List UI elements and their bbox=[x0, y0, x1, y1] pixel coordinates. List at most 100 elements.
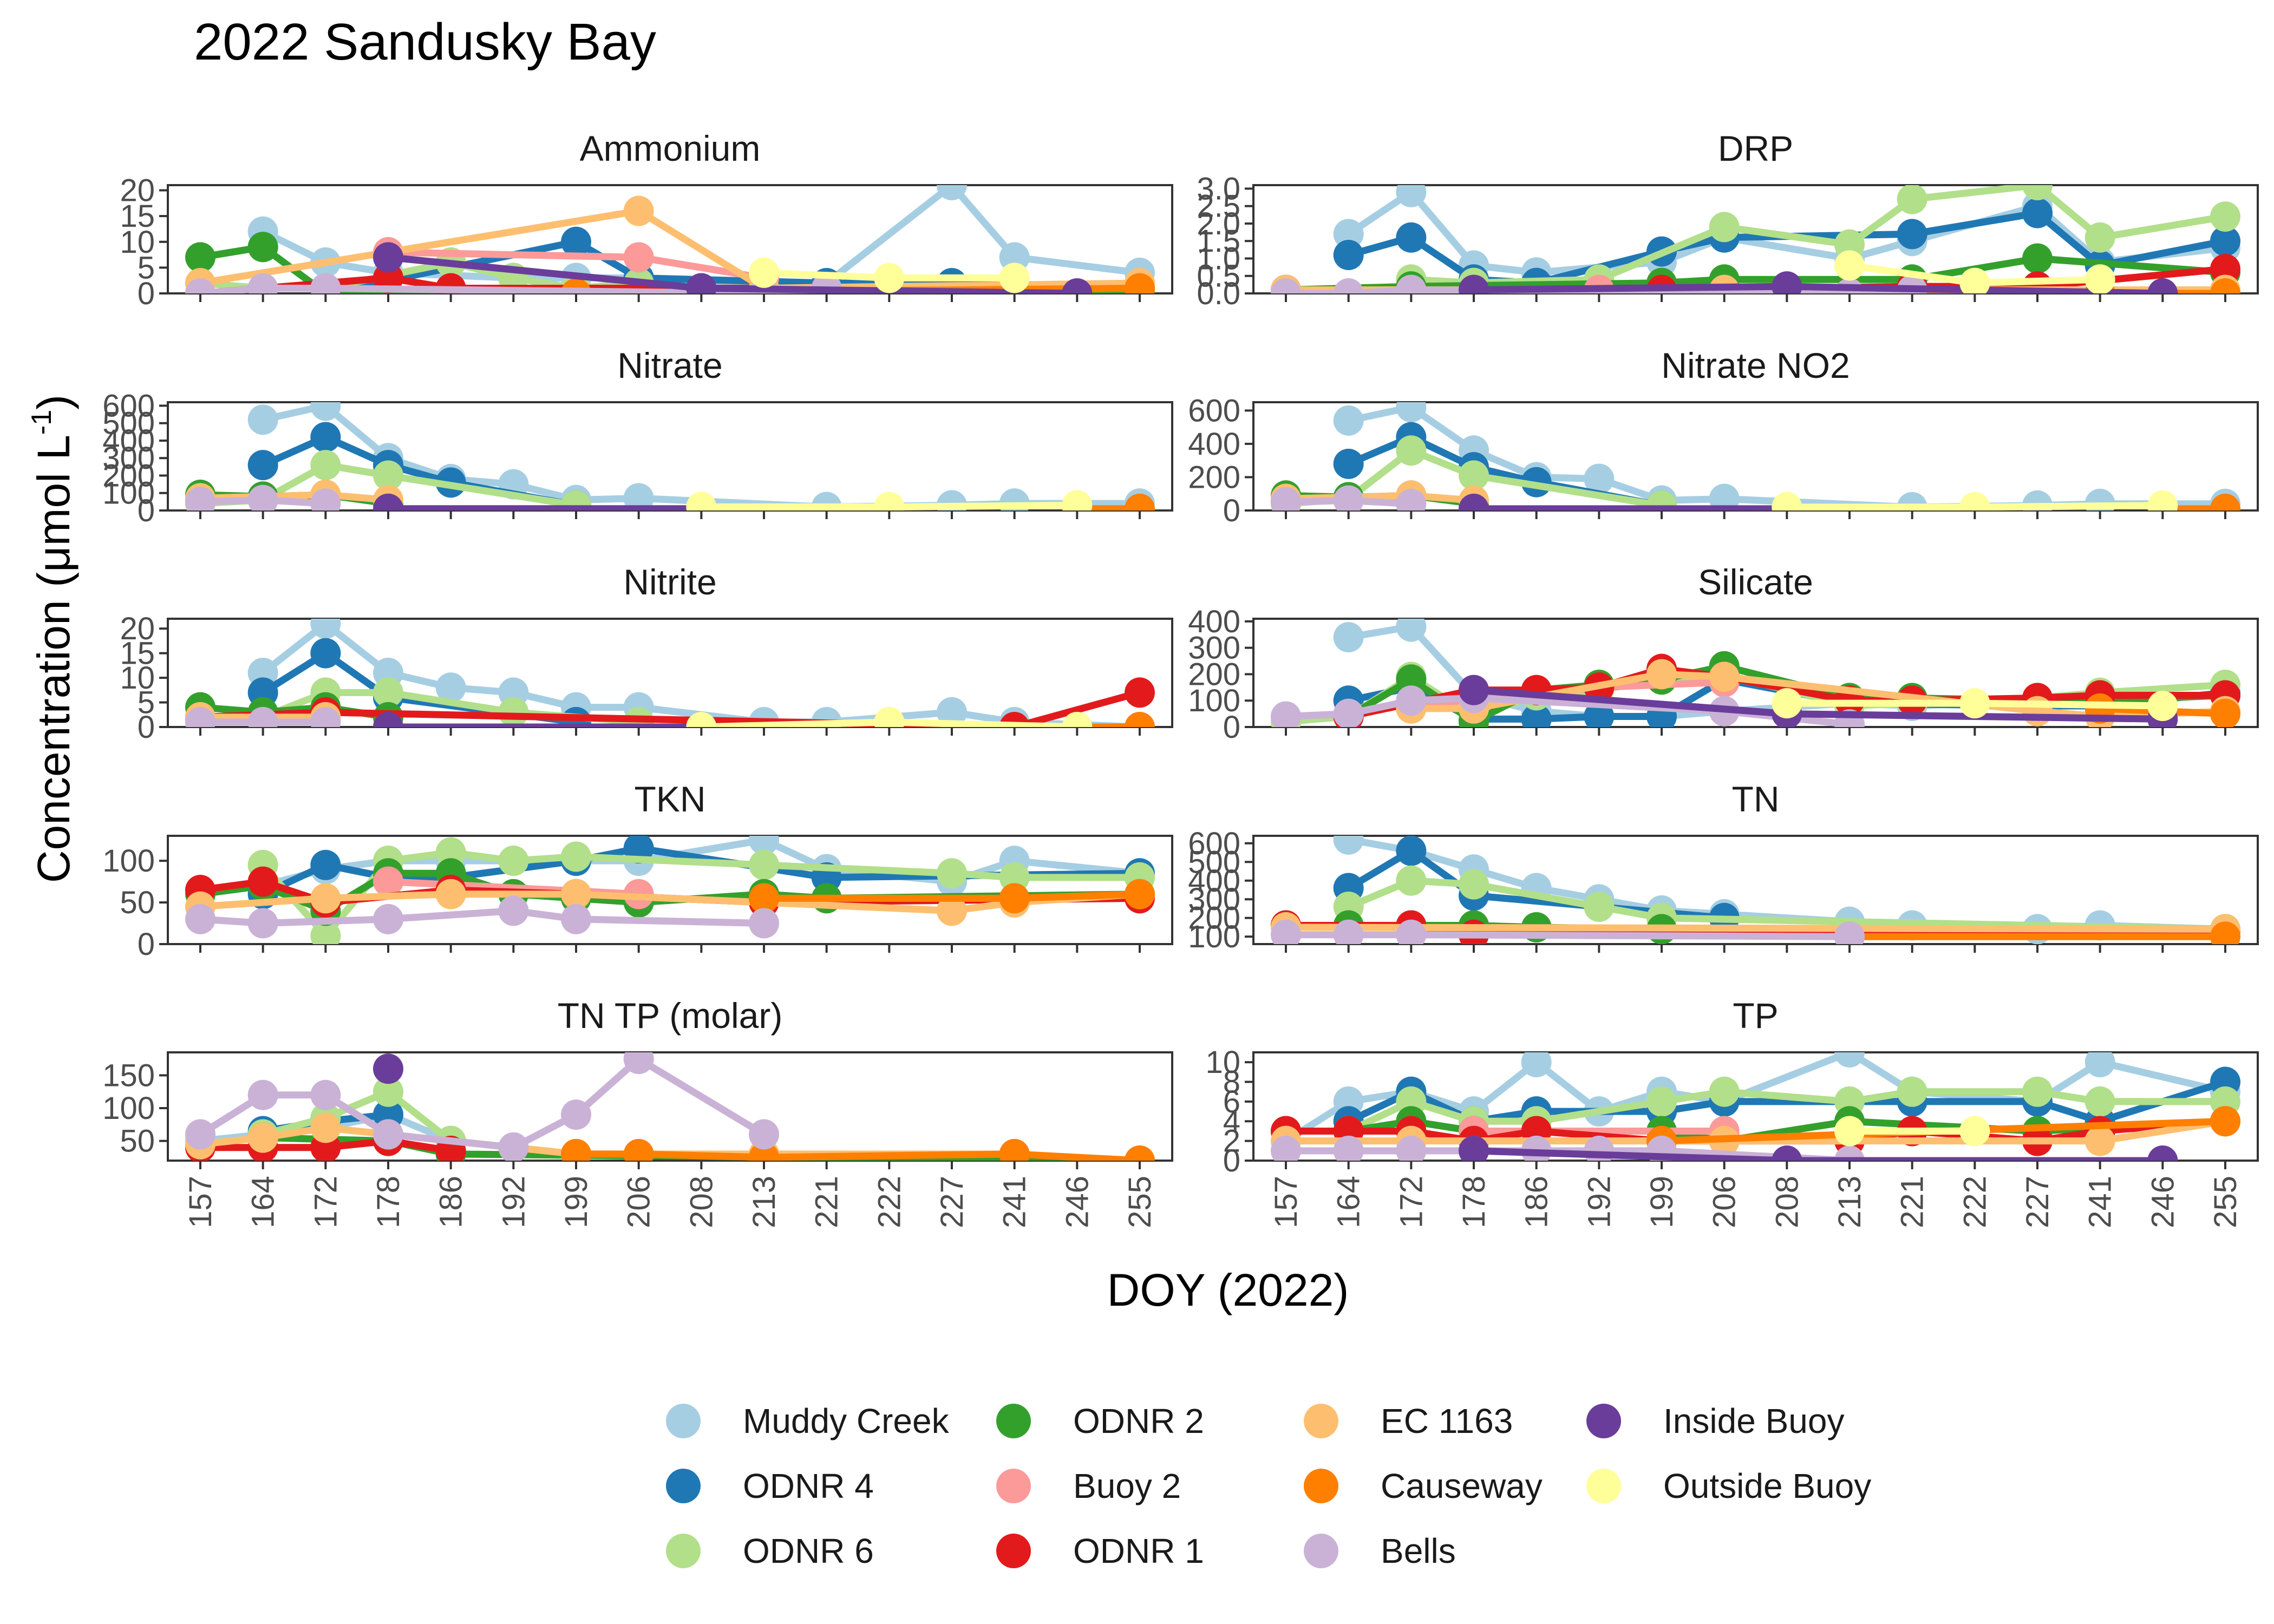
data-point-bells bbox=[1271, 919, 1301, 944]
data-point-bells bbox=[1396, 274, 1427, 293]
data-point-inside-buoy bbox=[373, 493, 403, 510]
y-tick-label: 0 bbox=[1223, 710, 1240, 745]
legend-label-odnr-4: ODNR 4 bbox=[743, 1466, 874, 1505]
data-point-muddy-creek bbox=[1396, 185, 1427, 207]
data-point-odnr-6 bbox=[1897, 185, 1927, 214]
data-point-bells bbox=[1333, 1135, 1364, 1161]
y-tick-label: 100 bbox=[102, 843, 155, 879]
data-point-causeway bbox=[2210, 493, 2240, 510]
series-outside-buoy bbox=[749, 257, 1030, 293]
data-point-bells bbox=[185, 903, 215, 934]
x-tick-label: 208 bbox=[1769, 1176, 1805, 1228]
y-tick-label: 200 bbox=[1188, 460, 1240, 495]
data-point-odnr-6 bbox=[2022, 1076, 2053, 1107]
data-point-causeway bbox=[999, 1138, 1030, 1161]
data-point-muddy-creek bbox=[310, 619, 341, 639]
series-outside-buoy bbox=[1772, 490, 2178, 510]
legend: Muddy Creek ODNR 4 ODNR 6 ODNR 2 Buoy 2 ODNR … bbox=[666, 1402, 1871, 1570]
y-tick-label: 100 bbox=[102, 476, 155, 511]
x-tick-label: 157 bbox=[183, 1176, 218, 1228]
data-point-ec-1163 bbox=[1646, 659, 1677, 690]
x-tick-label: 221 bbox=[1895, 1176, 1930, 1228]
y-tick-label: 500 bbox=[1188, 844, 1240, 880]
y-tick-label: 100 bbox=[102, 1091, 155, 1126]
y-tick-label: 400 bbox=[102, 423, 155, 459]
data-point-odnr-6 bbox=[2084, 1086, 2115, 1117]
data-point-bells bbox=[185, 486, 215, 510]
data-point-bells bbox=[623, 1052, 654, 1075]
data-point-odnr-2 bbox=[247, 232, 278, 263]
x-tick-label: 199 bbox=[1644, 1176, 1680, 1228]
data-point-bells bbox=[310, 706, 341, 727]
data-point-bells bbox=[1396, 919, 1427, 944]
legend-key-ec-1163 bbox=[1304, 1404, 1338, 1438]
data-point-bells bbox=[247, 706, 278, 727]
series-causeway bbox=[561, 1138, 1155, 1161]
data-point-bells bbox=[749, 1119, 779, 1150]
x-tick-label: 164 bbox=[246, 1176, 281, 1228]
data-point-buoy-2 bbox=[373, 866, 403, 897]
plot-area-nitrate bbox=[185, 402, 1155, 510]
data-point-causeway bbox=[1125, 879, 1155, 909]
y-tick-label: 0 bbox=[138, 927, 155, 962]
data-point-bells bbox=[1396, 488, 1427, 510]
y-tick-label: 0 bbox=[1223, 493, 1240, 528]
series-bells bbox=[185, 484, 341, 510]
y-tick-label: 5 bbox=[138, 250, 155, 285]
data-point-odnr-6 bbox=[1584, 892, 1615, 922]
data-point-odnr-6 bbox=[1709, 1076, 1740, 1107]
data-point-ec-1163 bbox=[937, 895, 967, 926]
data-point-odnr-4 bbox=[1333, 448, 1364, 479]
data-point-causeway bbox=[1125, 273, 1155, 293]
data-point-muddy-creek bbox=[1396, 619, 1427, 642]
y-tick-label: 15 bbox=[120, 199, 155, 234]
data-point-odnr-4 bbox=[2210, 226, 2240, 257]
data-point-inside-buoy bbox=[373, 1053, 403, 1084]
data-point-inside-buoy bbox=[1459, 675, 1489, 705]
legend-label-inside-buoy: Inside Buoy bbox=[1663, 1402, 1844, 1440]
data-point-bells bbox=[561, 1099, 591, 1130]
series-bells bbox=[185, 706, 341, 727]
legend-label-odnr-6: ODNR 6 bbox=[743, 1531, 874, 1570]
plot-area-nitrate-no2 bbox=[1271, 402, 2240, 510]
data-point-muddy-creek bbox=[1834, 1052, 1865, 1068]
data-point-ec-1163 bbox=[1709, 662, 1740, 692]
data-point-bells bbox=[561, 903, 591, 934]
legend-label-muddy-creek: Muddy Creek bbox=[743, 1402, 950, 1440]
data-point-odnr-6 bbox=[1459, 869, 1489, 900]
data-point-ec-1163 bbox=[561, 879, 591, 909]
data-point-odnr-4 bbox=[1521, 704, 1552, 727]
y-tick-label: 20 bbox=[120, 173, 155, 208]
data-point-bells bbox=[373, 903, 403, 934]
legend-label-odnr-1: ODNR 1 bbox=[1073, 1531, 1204, 1570]
plot-area-tn bbox=[1271, 836, 2240, 944]
panel-title-tn-tp-molar: TN TP (molar) bbox=[558, 996, 783, 1036]
series-line-ec-1163 bbox=[1282, 924, 2229, 933]
series-bells bbox=[1271, 485, 1427, 510]
data-point-odnr-6 bbox=[310, 450, 341, 481]
legend-label-causeway: Causeway bbox=[1381, 1466, 1543, 1505]
series-line-odnr-4 bbox=[1345, 1078, 2229, 1125]
data-point-bells bbox=[1396, 685, 1427, 716]
y-tick-label: 0 bbox=[138, 493, 155, 528]
panel-title-tp: TP bbox=[1733, 996, 1778, 1036]
y-tick-label: 100 bbox=[1188, 919, 1240, 954]
x-tick-label: 255 bbox=[2208, 1176, 2243, 1228]
data-point-odnr-6 bbox=[1459, 460, 1489, 491]
y-tick-label: 20 bbox=[120, 611, 155, 646]
data-point-odnr-6 bbox=[561, 841, 591, 872]
y-tick-label: 0 bbox=[138, 276, 155, 311]
y-axis-title-superscript: -1 bbox=[26, 410, 57, 435]
legend-item-outside-buoy: Outside Buoy bbox=[1586, 1466, 1871, 1505]
y-tick-label: 100 bbox=[1188, 683, 1240, 718]
x-tick-label: 178 bbox=[371, 1176, 406, 1228]
x-tick-label: 164 bbox=[1331, 1176, 1367, 1228]
panel-tkn: TKN 0 50 100 bbox=[102, 779, 1173, 962]
data-point-odnr-6 bbox=[373, 677, 403, 708]
x-tick-label: 186 bbox=[434, 1176, 469, 1228]
data-point-outside-buoy bbox=[874, 492, 905, 510]
data-point-odnr-1 bbox=[2210, 253, 2240, 284]
x-tick-label: 221 bbox=[809, 1176, 845, 1228]
